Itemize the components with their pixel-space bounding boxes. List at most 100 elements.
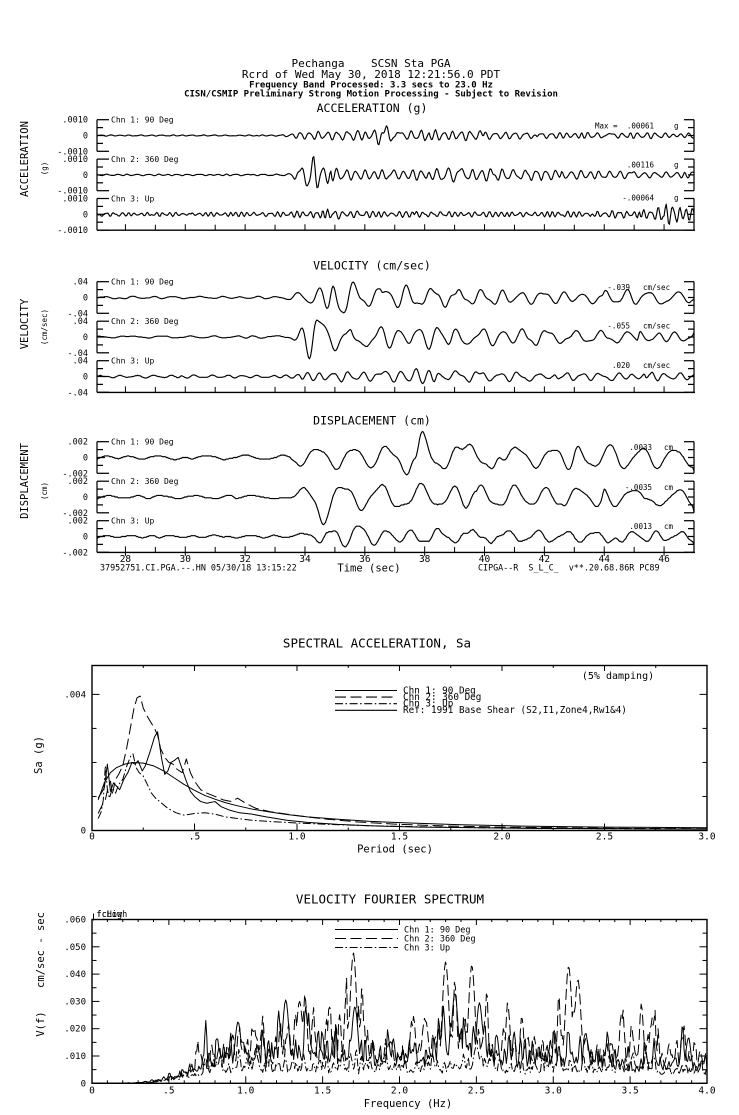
time-tick-label: 34 xyxy=(299,554,311,565)
spectrum-trace-chn-1-90-deg xyxy=(92,993,708,1084)
fc-low-label: fcLow xyxy=(97,910,123,920)
spectrum-trace-ref-1991-base-shear-s2-i1-zone4-rw1-4- xyxy=(97,761,708,829)
record-footer: 37952751.CI.PGA.--.HN 05/30/18 13:15:22 … xyxy=(100,563,660,573)
legend-label: Chn 2: 360 Deg xyxy=(403,692,481,703)
time-tick-label: 40 xyxy=(479,554,491,565)
velocity-axis-unit: (cm/sec) xyxy=(40,309,49,345)
spectral-acceleration-ylabel: Sa (g) xyxy=(33,736,45,774)
displacement-axis-unit: (cm) xyxy=(40,482,49,500)
channel-label: Chn 1: 90 Deg xyxy=(111,438,174,447)
legend-label: Chn 1: 90 Deg xyxy=(403,685,476,696)
ytick-label-bottom: -.002 xyxy=(62,469,88,479)
spectrum-trace-chn-3-up xyxy=(97,753,708,830)
waveform-trace xyxy=(97,319,695,360)
x-tick-label: 0 xyxy=(89,832,95,843)
spectral-acceleration-chart: SPECTRAL ACCELERATION, Sa 0 .5 1.0 1.5 2.0 2.5… xyxy=(33,636,716,856)
y-tick-label: .040 xyxy=(64,970,86,980)
ytick-label-zero: 0 xyxy=(83,171,88,181)
waveform-trace xyxy=(96,281,695,314)
x-tick-label: 3.5 xyxy=(622,1086,639,1097)
acceleration-axis-label: ACCELERATION xyxy=(19,121,31,197)
velocity-fourier-spectrum-xlabel: Frequency (Hz) xyxy=(364,1098,453,1110)
x-tick-label: 1.0 xyxy=(288,832,305,843)
y-tick-label: .020 xyxy=(64,1025,86,1035)
time-axis xyxy=(96,386,695,394)
channel-label: Chn 3: Up xyxy=(111,517,155,526)
max-unit: cm xyxy=(664,483,674,492)
channel-label: Chn 2: 360 Deg xyxy=(111,477,179,486)
acceleration-channel-1: .0010 0 -.0010 Chn 1: 90 Deg Max = .00061 g xyxy=(57,116,695,157)
time-axis: 28 30 32 34 36 38 40 42 44 46 Time (sec) xyxy=(96,546,695,575)
max-value: -.0035 xyxy=(625,483,652,492)
channel-label: Chn 1: 90 Deg xyxy=(111,116,174,125)
frequency-band-line: Frequency Band Processed: 3.3 secs to 23… xyxy=(249,81,493,91)
time-tick-label: 38 xyxy=(419,554,431,565)
y-tick-label: .030 xyxy=(64,997,86,1007)
max-unit: cm/sec xyxy=(643,361,670,370)
velocity-axis-label: VELOCITY xyxy=(19,298,31,349)
max-unit: g xyxy=(674,122,679,131)
max-value: -.039 xyxy=(607,283,630,292)
x-tick-label: 1.5 xyxy=(391,832,408,843)
spectrum-trace-chn-3-up xyxy=(92,1038,708,1084)
ytick-label-zero: 0 xyxy=(83,210,88,220)
velocity-fourier-spectrum-ylabel: cm/sec - sec xyxy=(35,912,47,988)
channel-label: Chn 2: 360 Deg xyxy=(111,155,179,164)
max-unit: cm/sec xyxy=(643,322,670,331)
y-tick-label: .010 xyxy=(64,1052,86,1062)
velocity-channel-2: .04 0 -.04 Chn 2: 360 Deg -.055 cm/sec xyxy=(68,317,695,360)
velocity-channel-3: .04 0 -.04 Chn 3: Up .020 cm/sec xyxy=(68,357,695,398)
displacement-channel-3: .002 0 -.002 Chn 3: Up .0013 cm xyxy=(62,517,695,558)
ytick-label-zero: 0 xyxy=(83,333,88,343)
ytick-label-zero: 0 xyxy=(83,454,88,464)
legend-label: Chn 3: Up xyxy=(404,943,450,953)
time-tick-label: 28 xyxy=(120,554,132,565)
spectral-acceleration-title: SPECTRAL ACCELERATION, Sa xyxy=(283,636,471,651)
record-time-line: Rcrd of Wed May 30, 2018 12:21:56.0 PDT xyxy=(242,68,501,81)
ytick-label-bottom: -.04 xyxy=(68,309,88,319)
station-title: Pechanga SCSN Sta PGA xyxy=(292,57,451,70)
ytick-label-zero: 0 xyxy=(83,373,88,383)
ytick-label-zero: 0 xyxy=(83,533,88,543)
legend-label: Chn 3: Up xyxy=(403,699,454,710)
max-value: .00116 xyxy=(627,161,655,170)
ytick-label-bottom: -.0010 xyxy=(57,226,88,236)
displacement-channel-1: .002 0 -.002 Chn 1: 90 Deg .0033 cm xyxy=(62,430,695,479)
x-tick-label: 2.0 xyxy=(391,1086,408,1097)
legend-label: Ref: 1991 Base Shear (S2,I1,Zone4,Rw1&4) xyxy=(403,705,627,716)
time-axis xyxy=(96,224,695,231)
time-tick-label: 44 xyxy=(598,554,610,565)
acceleration-channel-2: .0010 0 -.0010 Chn 2: 360 Deg .00116 g xyxy=(57,155,695,197)
processing-code-footer: CIPGA--R S_L_C_ v**.20.68.86R PC89 xyxy=(478,563,660,573)
record-id-footer: 37952751.CI.PGA.--.HN 05/30/18 13:15:22 xyxy=(100,563,297,573)
displacement-panel: DISPLACEMENT (cm) DISPLACEMENT (cm) .002 0 -.… xyxy=(19,414,695,575)
ytick-label-zero: 0 xyxy=(83,294,88,304)
max-unit: g xyxy=(674,194,679,203)
max-prefix: Max = xyxy=(595,122,618,131)
time-tick-label: 32 xyxy=(239,554,250,565)
waveform-trace xyxy=(96,482,695,526)
ytick-label-bottom: -.002 xyxy=(62,509,88,519)
y-tick-label: 0 xyxy=(81,1079,86,1089)
acceleration-channel-3: .0010 0 -.0010 Chn 3: Up -.00064 g xyxy=(57,194,695,236)
velocity-panel: VELOCITY (cm/sec) VELOCITY (cm/sec) .04 0 -.0… xyxy=(19,259,695,398)
ytick-label-top: .04 xyxy=(73,357,88,367)
velocity-fourier-spectrum-ylabel: V(f) xyxy=(35,1011,47,1036)
max-value: .0033 xyxy=(629,443,652,452)
ytick-label-top: .0010 xyxy=(62,116,88,126)
waveform-trace xyxy=(96,203,695,225)
legend-label: Chn 2: 360 Deg xyxy=(404,934,476,944)
ytick-label-top: .002 xyxy=(68,438,88,448)
spectrum-trace-chn-2-360-deg xyxy=(92,952,708,1084)
y-tick-label: .050 xyxy=(64,943,86,953)
displacement-channel-2: .002 0 -.002 Chn 2: 360 Deg -.0035 cm xyxy=(62,477,695,526)
ytick-label-bottom: -.04 xyxy=(68,349,88,359)
waveform-trace xyxy=(96,430,695,476)
max-unit: cm/sec xyxy=(643,283,670,292)
x-tick-label: 1.0 xyxy=(237,1086,254,1097)
spectrum-trace-chn-1-90-deg xyxy=(97,731,708,830)
x-tick-label: .5 xyxy=(189,832,200,843)
waveform-trace xyxy=(96,368,695,385)
damping-note: (5% damping) xyxy=(582,671,654,682)
